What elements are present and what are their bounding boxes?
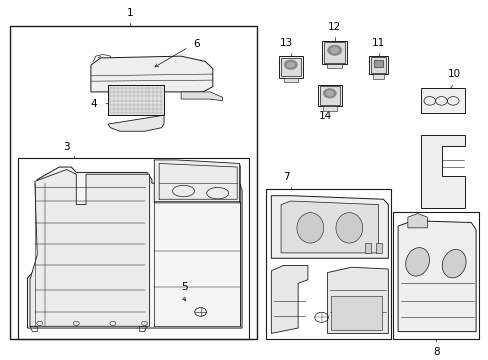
Text: 12: 12	[327, 22, 341, 32]
Polygon shape	[271, 265, 307, 333]
Polygon shape	[324, 42, 345, 63]
Text: 7: 7	[282, 172, 289, 183]
Bar	[330, 296, 382, 330]
Polygon shape	[108, 85, 163, 115]
Polygon shape	[322, 41, 346, 64]
Text: 11: 11	[371, 38, 385, 48]
Ellipse shape	[296, 213, 323, 243]
Circle shape	[329, 47, 339, 54]
Polygon shape	[407, 213, 427, 228]
Polygon shape	[154, 160, 239, 203]
Polygon shape	[322, 106, 336, 111]
Circle shape	[325, 90, 333, 96]
Polygon shape	[30, 170, 149, 326]
Text: 9: 9	[403, 275, 409, 285]
Circle shape	[286, 62, 294, 68]
Polygon shape	[326, 64, 342, 68]
Polygon shape	[397, 221, 475, 332]
Bar	[373, 59, 383, 67]
Bar	[266, 189, 390, 339]
Bar	[108, 85, 163, 115]
Polygon shape	[181, 92, 222, 101]
Polygon shape	[372, 75, 384, 79]
Polygon shape	[271, 196, 387, 258]
Polygon shape	[420, 88, 464, 113]
Circle shape	[327, 45, 341, 55]
Text: 4: 4	[90, 99, 97, 109]
Bar	[375, 243, 381, 253]
Polygon shape	[108, 115, 163, 131]
Polygon shape	[283, 78, 297, 82]
Circle shape	[284, 60, 297, 69]
Text: 5: 5	[181, 282, 187, 292]
Polygon shape	[370, 57, 386, 73]
Polygon shape	[91, 56, 212, 92]
Text: 3: 3	[63, 142, 70, 152]
Text: 1: 1	[126, 8, 133, 18]
Polygon shape	[281, 201, 378, 253]
Ellipse shape	[405, 248, 428, 276]
Ellipse shape	[441, 249, 465, 278]
Polygon shape	[318, 85, 341, 106]
Bar	[18, 158, 249, 339]
Polygon shape	[27, 167, 242, 328]
Text: 10: 10	[447, 69, 460, 79]
Bar	[365, 243, 370, 253]
Polygon shape	[368, 56, 387, 75]
Text: 6: 6	[193, 39, 200, 49]
Text: 13: 13	[279, 38, 292, 48]
Circle shape	[323, 89, 336, 98]
Polygon shape	[327, 267, 387, 333]
Polygon shape	[281, 58, 300, 76]
Polygon shape	[279, 56, 302, 78]
Polygon shape	[320, 86, 339, 105]
Polygon shape	[420, 135, 464, 208]
Bar	[392, 212, 478, 339]
Text: 14: 14	[318, 111, 331, 121]
Text: 8: 8	[432, 347, 439, 357]
Ellipse shape	[335, 213, 362, 243]
Bar	[10, 26, 256, 339]
